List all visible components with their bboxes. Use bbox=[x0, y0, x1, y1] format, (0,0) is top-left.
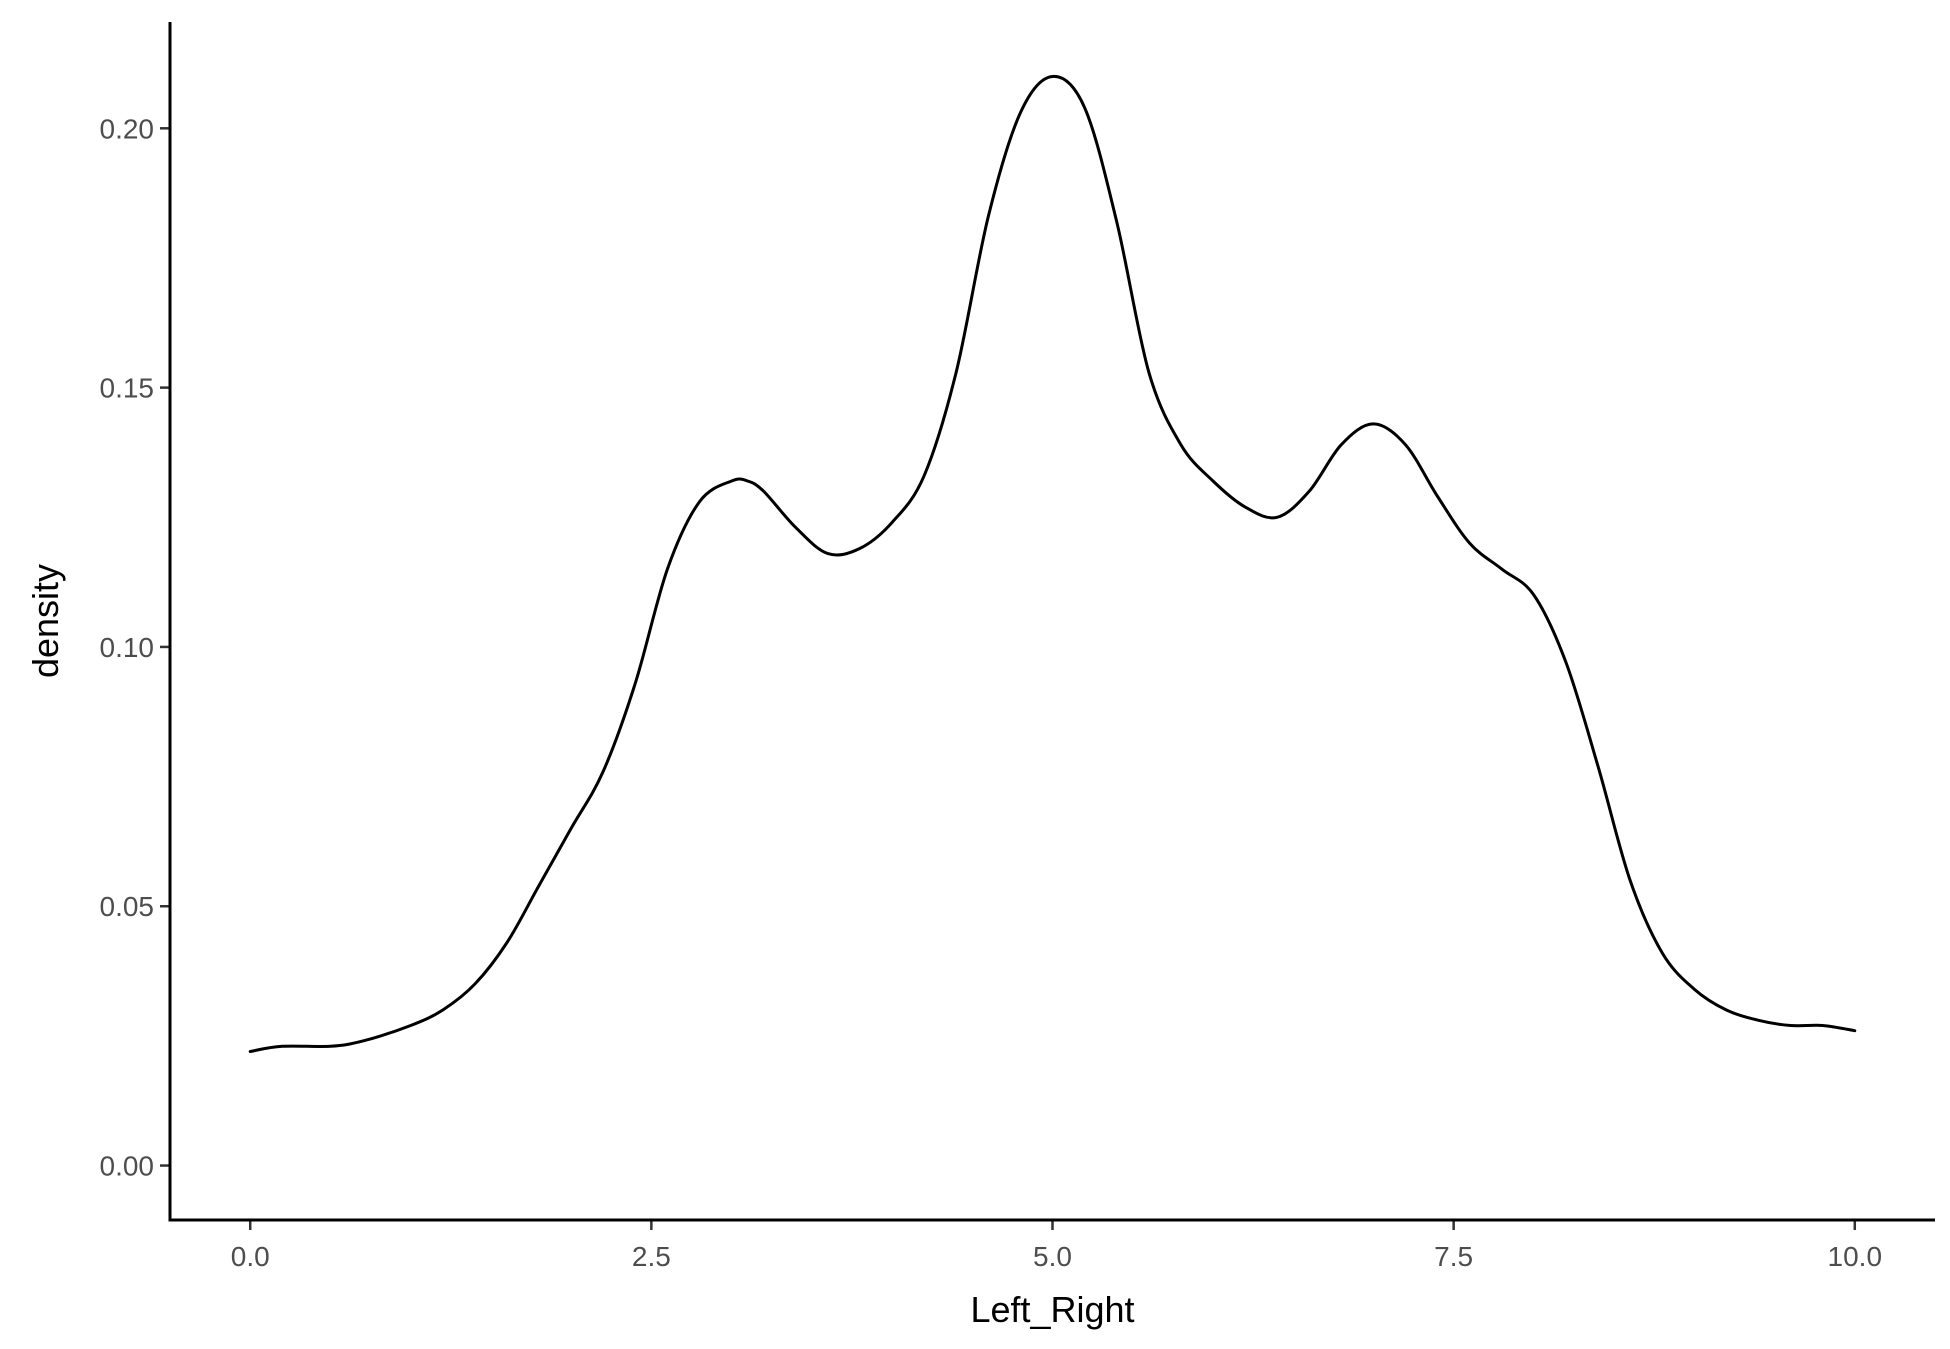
y-tick-label: 0.20 bbox=[100, 113, 155, 144]
x-axis-ticks: 0.0 2.5 5.0 7.5 10.0 bbox=[231, 1220, 1882, 1272]
y-axis-title: density bbox=[25, 564, 66, 678]
x-tick-label: 7.5 bbox=[1434, 1241, 1473, 1272]
x-axis-title: Left_Right bbox=[970, 1289, 1134, 1330]
y-axis-ticks: 0.00 0.05 0.10 0.15 0.20 bbox=[100, 113, 170, 1182]
y-tick-label: 0.15 bbox=[100, 373, 155, 404]
x-tick-label: 10.0 bbox=[1828, 1241, 1883, 1272]
y-tick-label: 0.10 bbox=[100, 632, 155, 663]
x-tick-label: 2.5 bbox=[632, 1241, 671, 1272]
x-tick-label: 5.0 bbox=[1033, 1241, 1072, 1272]
y-tick-label: 0.05 bbox=[100, 891, 155, 922]
y-tick-label: 0.00 bbox=[100, 1151, 155, 1182]
x-tick-label: 0.0 bbox=[231, 1241, 270, 1272]
density-line bbox=[248, 74, 1857, 1053]
